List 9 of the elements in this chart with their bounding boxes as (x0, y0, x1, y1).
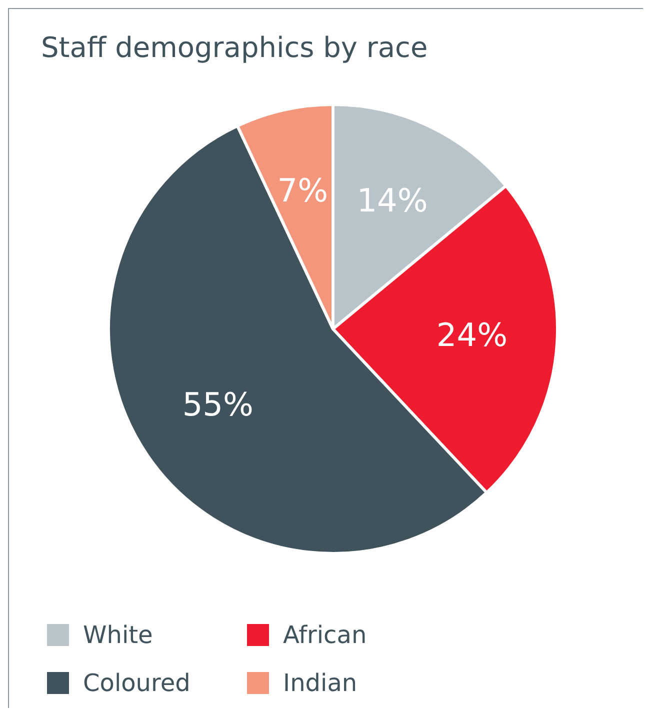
legend-label: White (83, 621, 153, 649)
chart-title: Staff demographics by race (41, 31, 428, 64)
legend-label: Coloured (83, 669, 190, 697)
data-label: 24% (436, 316, 508, 354)
data-label: 7% (277, 171, 328, 210)
legend-label: African (283, 621, 367, 649)
data-label: 55% (182, 386, 254, 424)
legend-label: Indian (283, 669, 358, 697)
data-label: 14% (356, 181, 428, 220)
